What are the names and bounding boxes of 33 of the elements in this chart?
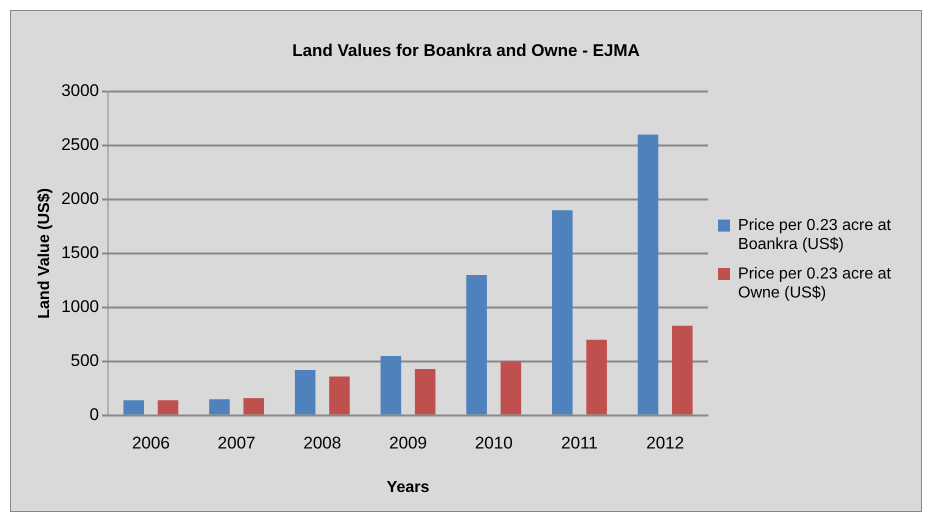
bar — [123, 400, 144, 414]
y-tick-label: 2500 — [61, 135, 100, 154]
y-axis-title: Land Value (US$) — [36, 188, 54, 319]
bar — [466, 275, 487, 414]
x-tick-label: 2011 — [561, 433, 598, 452]
x-tick-label: 2008 — [303, 433, 342, 452]
y-tick-label: 2000 — [61, 189, 100, 208]
bar — [158, 400, 178, 414]
x-tick-label: 2010 — [474, 433, 513, 452]
bar — [294, 370, 316, 414]
x-tick-label: 2009 — [389, 433, 427, 452]
x-tick-label: 2007 — [218, 433, 256, 452]
y-tick-label: 500 — [70, 351, 100, 370]
bar — [672, 326, 693, 414]
bar — [552, 210, 573, 414]
y-tick-label: 1500 — [61, 243, 100, 262]
x-tick-label: 2006 — [132, 433, 170, 452]
chart-title: Land Values for Boankra and Owne - EJMA — [292, 40, 640, 60]
x-axis-title: Years — [386, 478, 430, 496]
legend-label: Price per 0.23 acre at Owne (US$) — [738, 265, 892, 302]
bar — [586, 340, 607, 414]
bar — [500, 361, 522, 414]
bar — [209, 399, 230, 414]
bar — [243, 398, 264, 414]
bar — [329, 376, 350, 414]
y-tick-label: 3000 — [61, 81, 100, 100]
bar — [414, 368, 436, 414]
y-tick-label: 0 — [90, 405, 100, 424]
bar — [638, 134, 658, 414]
bar — [380, 356, 402, 414]
x-tick-label: 2012 — [646, 433, 684, 452]
y-tick-label: 1000 — [61, 297, 100, 316]
legend-label: Price per 0.23 acre at Boankra (US$) — [738, 217, 892, 254]
